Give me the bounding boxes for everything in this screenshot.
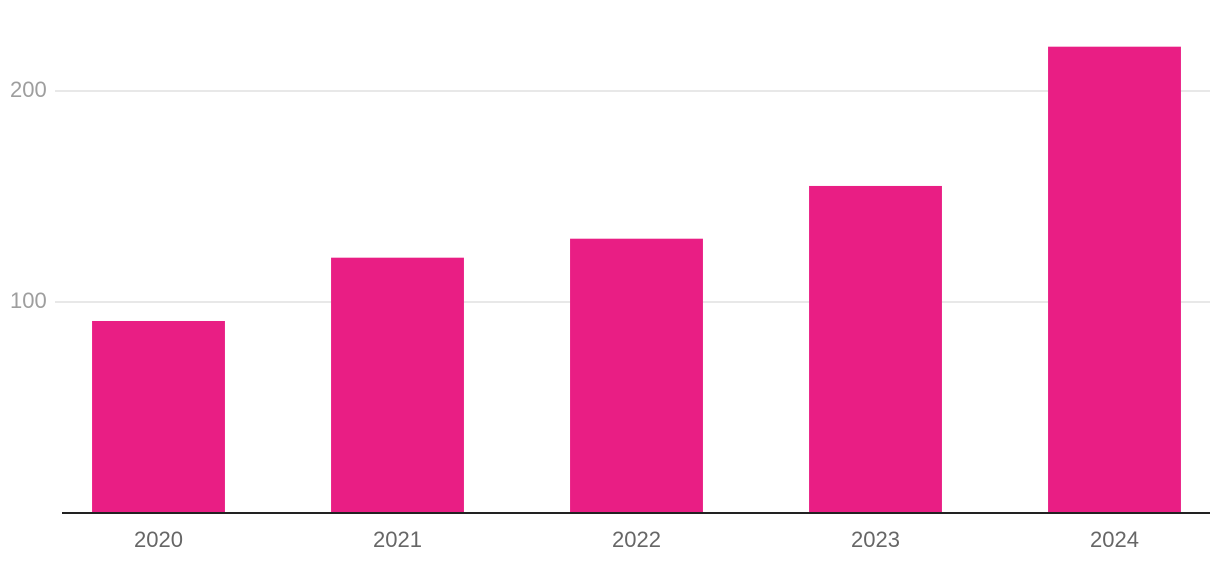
y-tick-label: 100 — [10, 288, 47, 313]
bar — [809, 185, 942, 513]
x-tick-label: 2020 — [134, 527, 183, 552]
bar — [92, 320, 225, 513]
bar — [1048, 46, 1181, 513]
y-tick-label: 200 — [10, 77, 47, 102]
x-tick-label: 2024 — [1090, 527, 1139, 552]
x-tick-label: 2022 — [612, 527, 661, 552]
x-tick-label: 2023 — [851, 527, 900, 552]
bar — [331, 257, 464, 513]
bar — [570, 238, 703, 513]
x-tick-label: 2021 — [373, 527, 422, 552]
